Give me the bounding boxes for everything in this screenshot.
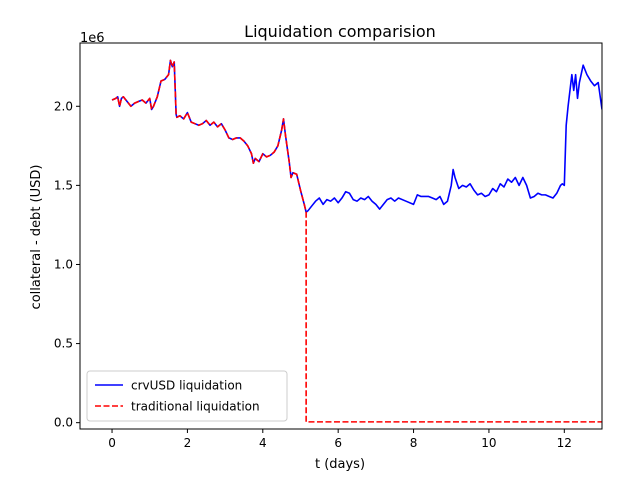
x-axis-ticks: 0 2 4 6 8 10 12 — [108, 429, 572, 450]
legend-label-1: traditional liquidation — [131, 400, 260, 414]
x-tick-label: 6 — [334, 436, 342, 450]
series-layer — [111, 59, 602, 423]
y-axis-label: collateral - debt (USD) — [29, 165, 44, 310]
x-tick-label: 12 — [557, 436, 572, 450]
y-offset-text: 1e6 — [80, 31, 105, 46]
y-tick-label: 1.5 — [54, 178, 73, 192]
y-tick-label: 0.0 — [54, 416, 73, 430]
series-line-1 — [111, 59, 602, 423]
y-tick-label: 2.0 — [54, 99, 73, 113]
x-tick-label: 4 — [259, 436, 267, 450]
legend-label-0: crvUSD liquidation — [131, 379, 242, 393]
chart-title: Liquidation comparision — [244, 22, 436, 41]
x-axis-label: t (days) — [315, 457, 365, 472]
legend-frame — [86, 370, 288, 422]
x-tick-label: 10 — [481, 436, 496, 450]
y-tick-label: 0.5 — [54, 337, 73, 351]
x-tick-label: 8 — [410, 436, 418, 450]
x-tick-label: 2 — [184, 436, 192, 450]
y-tick-label: 1.0 — [54, 257, 73, 271]
plot-frame — [79, 42, 603, 430]
x-tick-label: 0 — [108, 436, 116, 450]
legend: crvUSD liquidation traditional liquidatio… — [86, 370, 288, 422]
y-axis-ticks: 0.0 0.5 1.0 1.5 2.0 — [54, 99, 80, 430]
